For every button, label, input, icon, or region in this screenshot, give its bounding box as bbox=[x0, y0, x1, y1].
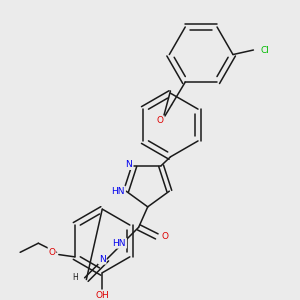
Text: OH: OH bbox=[95, 291, 109, 300]
Text: HN: HN bbox=[112, 239, 126, 248]
Text: Cl: Cl bbox=[260, 46, 269, 55]
Text: O: O bbox=[161, 232, 168, 241]
Text: O: O bbox=[49, 248, 56, 257]
Text: H: H bbox=[72, 273, 78, 282]
Text: N: N bbox=[99, 255, 106, 264]
Text: N: N bbox=[125, 160, 132, 169]
Text: O: O bbox=[157, 116, 164, 125]
Text: HN: HN bbox=[111, 187, 125, 196]
